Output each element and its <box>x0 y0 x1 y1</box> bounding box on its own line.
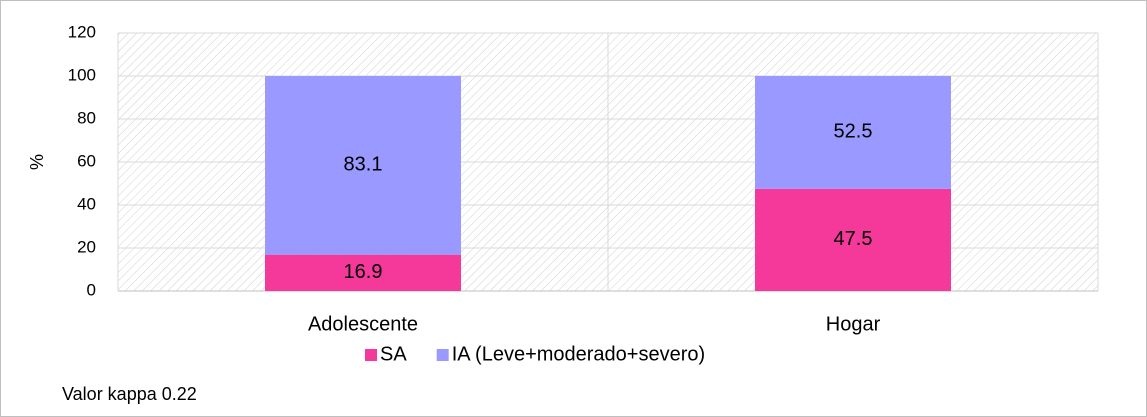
y-tick-label: 20 <box>77 237 96 256</box>
data-label: 83.1 <box>344 154 383 176</box>
y-axis-label: % <box>27 154 47 170</box>
x-tick-label: Adolescente <box>308 313 418 335</box>
legend-label: IA (Leve+moderado+severo) <box>452 343 706 365</box>
data-label: 47.5 <box>834 228 873 250</box>
bar-segment <box>265 254 461 291</box>
legend-swatch <box>436 349 449 361</box>
data-label: 16.9 <box>344 261 383 283</box>
legend-swatch <box>365 349 377 361</box>
y-tick-label: 100 <box>68 65 96 84</box>
y-tick-label: 80 <box>77 108 96 127</box>
annotation: Valor kappa 0.22 <box>62 384 197 404</box>
bar-segment <box>755 76 951 189</box>
bar-segment <box>265 76 461 255</box>
data-label: 52.5 <box>834 121 873 143</box>
legend-label: SA <box>380 343 407 365</box>
y-tick-label: 120 <box>68 22 96 41</box>
x-tick-label: Hogar <box>826 313 881 335</box>
y-tick-label: 60 <box>77 151 96 170</box>
y-tick-label: 40 <box>77 194 96 213</box>
y-tick-label: 0 <box>87 280 96 299</box>
bar-segment <box>755 188 951 291</box>
